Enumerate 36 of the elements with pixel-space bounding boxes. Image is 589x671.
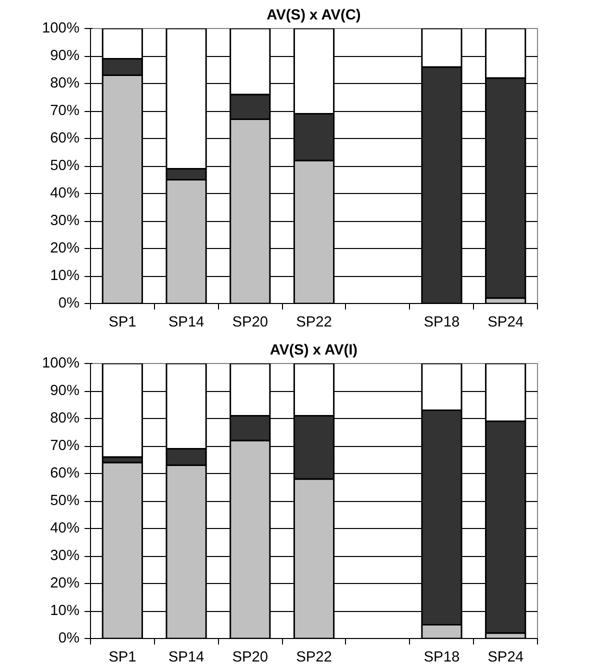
y-tick-label: 10% xyxy=(50,268,80,284)
y-tick-label: 70% xyxy=(50,438,80,454)
y-tick-label: 40% xyxy=(50,520,80,536)
x-tick-label: SP1 xyxy=(108,650,136,666)
y-tick-label: 0% xyxy=(58,630,80,646)
x-tick-label: SP18 xyxy=(424,650,460,666)
x-tick-label: SP22 xyxy=(296,650,332,666)
y-tick-label: 0% xyxy=(58,296,80,312)
x-tick-label: SP18 xyxy=(424,314,460,330)
x-tick-label: SP24 xyxy=(488,650,524,666)
y-tick-label: 90% xyxy=(50,383,80,399)
y-tick-label: 50% xyxy=(50,158,80,174)
x-tick-label: SP14 xyxy=(168,650,204,666)
x-tick-label: SP14 xyxy=(168,314,204,330)
x-tick-label: SP1 xyxy=(108,314,136,330)
x-tick-label: SP20 xyxy=(232,314,268,330)
y-tick-label: 80% xyxy=(50,410,80,426)
y-tick-label: 80% xyxy=(50,76,80,92)
y-tick-label: 60% xyxy=(50,466,80,482)
y-tick-label: 90% xyxy=(50,48,80,64)
y-tick-label: 100% xyxy=(42,20,80,36)
y-tick-label: 10% xyxy=(50,603,80,619)
x-tick-label: SP20 xyxy=(232,650,268,666)
x-tick-label: SP22 xyxy=(296,314,332,330)
y-tick-label: 60% xyxy=(50,130,80,146)
y-tick-label: 20% xyxy=(50,240,80,256)
chart-title: AV(S) x AV(I) xyxy=(270,342,358,358)
y-tick-label: 70% xyxy=(50,103,80,119)
y-tick-label: 20% xyxy=(50,576,80,592)
chart-title: AV(S) x AV(C) xyxy=(266,8,361,24)
y-tick-label: 30% xyxy=(50,213,80,229)
y-tick-label: 100% xyxy=(42,356,80,372)
x-tick-label: SP24 xyxy=(488,314,524,330)
y-tick-label: 50% xyxy=(50,493,80,509)
y-tick-label: 40% xyxy=(50,186,80,202)
y-tick-label: 30% xyxy=(50,548,80,564)
